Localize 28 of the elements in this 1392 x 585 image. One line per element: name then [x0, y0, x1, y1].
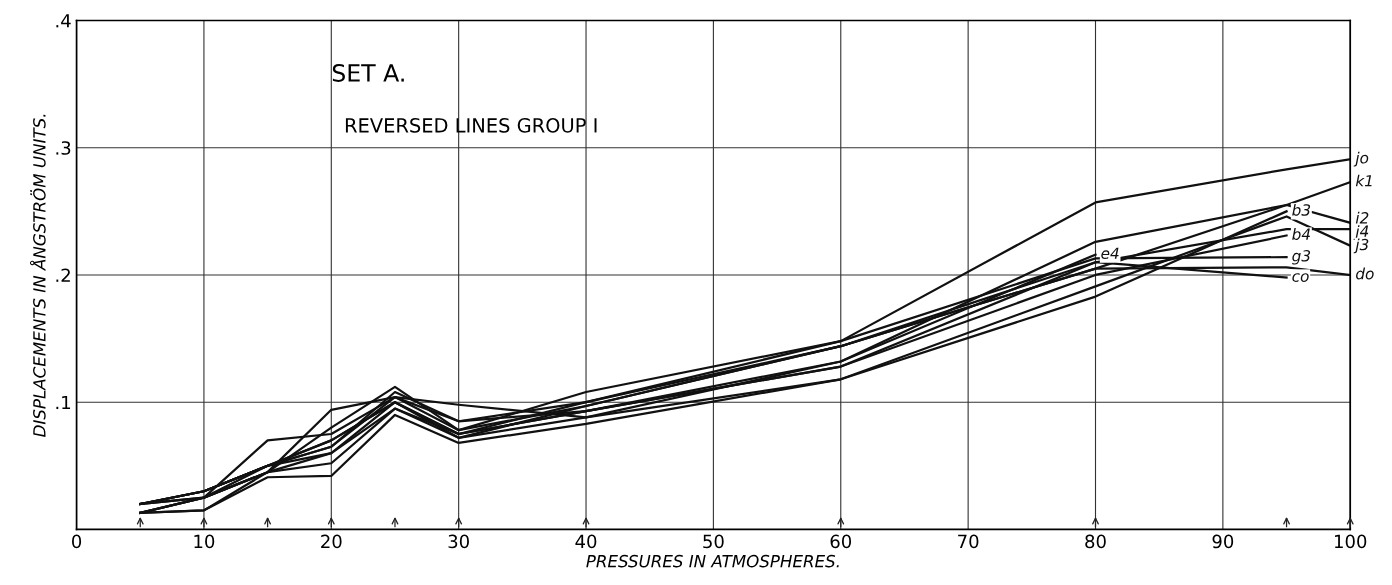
x-tick-label: 100: [1334, 534, 1367, 549]
x-tick-label: 60: [830, 534, 852, 549]
x-tick-label: 90: [1212, 534, 1234, 549]
series-label: i2: [1355, 211, 1369, 224]
series-label: jo: [1353, 151, 1369, 167]
x-tick-label: 40: [575, 534, 597, 549]
series-label: b4: [1292, 228, 1310, 240]
y-axis-title: DISPLACEMENTS IN ÅNGSTRÖM UNITS.: [29, 114, 46, 437]
y-tick-label: .4: [56, 14, 71, 28]
x-axis-title: PRESSURES IN ATMOSPHERES.: [586, 554, 839, 568]
series-label: do: [1356, 267, 1374, 280]
series-label: g3: [1292, 250, 1311, 265]
x-tick-label: 80: [1085, 534, 1106, 549]
x-tick-label: 70: [958, 534, 979, 549]
y-tick-label: .2: [56, 268, 70, 282]
series-label: k1: [1355, 174, 1372, 187]
series-label: e4: [1101, 247, 1119, 260]
text: SET A.: [332, 64, 404, 82]
y-tick-label: .1: [56, 395, 71, 410]
x-tick-label: 50: [703, 534, 724, 549]
series-label: b3: [1292, 203, 1311, 216]
x-tick-label: 0: [72, 534, 82, 549]
series-label: j3: [1353, 238, 1369, 254]
x-tick-label: 10: [194, 534, 215, 549]
y-tick-label: .3: [56, 141, 71, 155]
x-tick-label: 30: [448, 534, 469, 549]
series-label: co: [1292, 273, 1309, 282]
x-tick-label: 20: [321, 534, 342, 549]
